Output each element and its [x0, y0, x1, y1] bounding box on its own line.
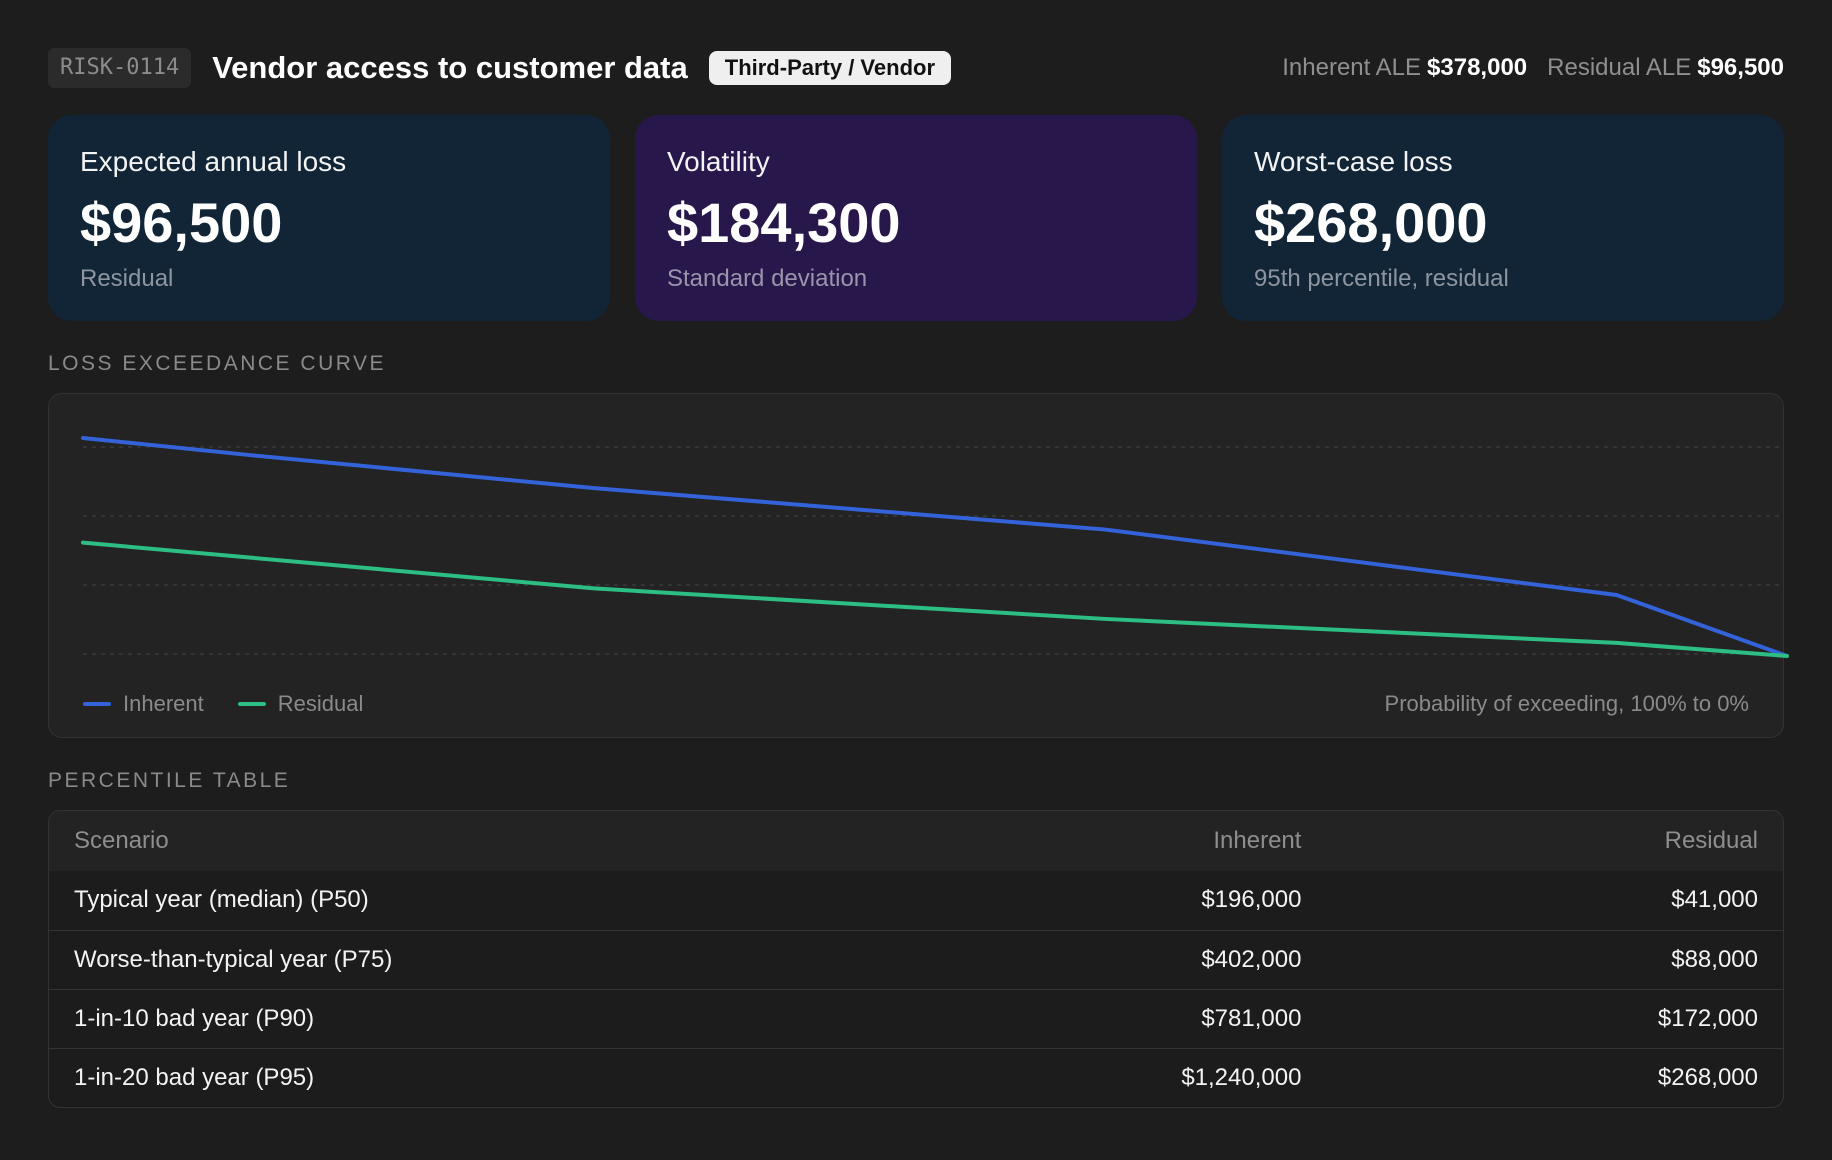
percentile-table-grid: Scenario Inherent Residual Typical year … [49, 811, 1783, 1107]
legend-swatch-inherent [83, 702, 111, 706]
chart-canvas [81, 436, 1789, 658]
risk-id-badge: RISK-0114 [48, 48, 192, 88]
cell-residual: $172,000 [1326, 988, 1783, 1048]
table-header-row: Scenario Inherent Residual [49, 811, 1783, 871]
inherent-ale-label: Inherent ALE [1282, 54, 1422, 81]
cell-scenario: Worse-than-typical year (P75) [49, 929, 809, 989]
residual-ale: Residual ALE $96,500 [1547, 54, 1784, 82]
header: RISK-0114 Vendor access to customer data… [48, 48, 1784, 88]
legend-label: Inherent [123, 691, 204, 716]
cell-inherent: $1,240,000 [809, 1047, 1327, 1107]
inherent-ale-value: $378,000 [1427, 54, 1528, 81]
table-row: 1-in-20 bad year (P95) $1,240,000 $268,0… [49, 1047, 1783, 1107]
table-row: Worse-than-typical year (P75) $402,000 $… [49, 929, 1783, 989]
legend-label: Residual [277, 691, 364, 716]
risk-title: Vendor access to customer data [212, 50, 688, 85]
legend-swatch-residual [237, 702, 266, 706]
table-row: 1-in-10 bad year (P90) $781,000 $172,000 [49, 988, 1783, 1048]
card-label: Volatility [667, 146, 770, 177]
loss-exceedance-chart: Inherent Residual Probability of exceedi… [48, 393, 1789, 738]
cell-inherent: $402,000 [809, 929, 1327, 989]
chart-legend: Inherent Residual [83, 691, 397, 717]
cell-residual: $41,000 [1671, 886, 1758, 914]
percentile-table: Scenario Inherent Residual Typical year … [48, 810, 1784, 1108]
series-line-inherent [81, 436, 1789, 658]
cell-residual: $88,000 [1326, 929, 1783, 989]
column-header-residual: Residual [1326, 811, 1783, 871]
card-subtitle: Residual [80, 265, 174, 292]
chart-axis-note: Probability of exceeding, 100% to 0% [1384, 691, 1749, 716]
header-left: RISK-0114 Vendor access to customer data… [48, 48, 952, 88]
cell-inherent: $781,000 [809, 988, 1327, 1048]
card-label: Worst-case loss [1254, 146, 1453, 177]
cell-scenario: 1-in-10 bad year (P90) [49, 988, 809, 1048]
series-line-residual [81, 540, 1789, 658]
expected-loss-card: Expected annual loss $96,500 Residual [48, 115, 610, 321]
legend-item-inherent: Inherent [83, 691, 204, 717]
column-header-scenario: Scenario [49, 811, 809, 871]
volatility-card: Volatility $184,300 Standard deviation [635, 115, 1197, 321]
table-section-label: Percentile Table [48, 769, 291, 792]
legend-item-residual: Residual [237, 691, 364, 717]
card-subtitle: Standard deviation [667, 265, 868, 292]
card-value: $184,300 [667, 191, 901, 254]
inherent-ale: Inherent ALE $378,000 [1282, 54, 1527, 82]
card-value: $96,500 [80, 191, 283, 254]
residual-ale-label: Residual ALE [1547, 54, 1692, 81]
table-row: Typical year (median) (P50) $196,000 $41… [49, 871, 1783, 930]
residual-ale-value: $96,500 [1697, 54, 1784, 81]
card-label: Expected annual loss [80, 146, 347, 177]
card-value: $268,000 [1254, 191, 1488, 254]
card-subtitle: 95th percentile, residual [1254, 265, 1509, 292]
metric-cards: Expected annual loss $96,500 Residual Vo… [48, 115, 1784, 321]
category-badge: Third-Party / Vendor [708, 51, 952, 85]
column-header-inherent: Inherent [809, 811, 1327, 871]
worst-case-card: Worst-case loss $268,000 95th percentile… [1222, 115, 1784, 321]
cell-inherent: $196,000 [1201, 886, 1302, 914]
ale-summary: Inherent ALE $378,000 Residual ALE $96,500 [1262, 54, 1784, 82]
cell-scenario: Typical year (median) (P50) [74, 886, 369, 914]
cell-residual: $268,000 [1326, 1047, 1783, 1107]
cell-scenario: 1-in-20 bad year (P95) [49, 1047, 809, 1107]
chart-section-label: Loss Exceedance Curve [48, 352, 387, 375]
